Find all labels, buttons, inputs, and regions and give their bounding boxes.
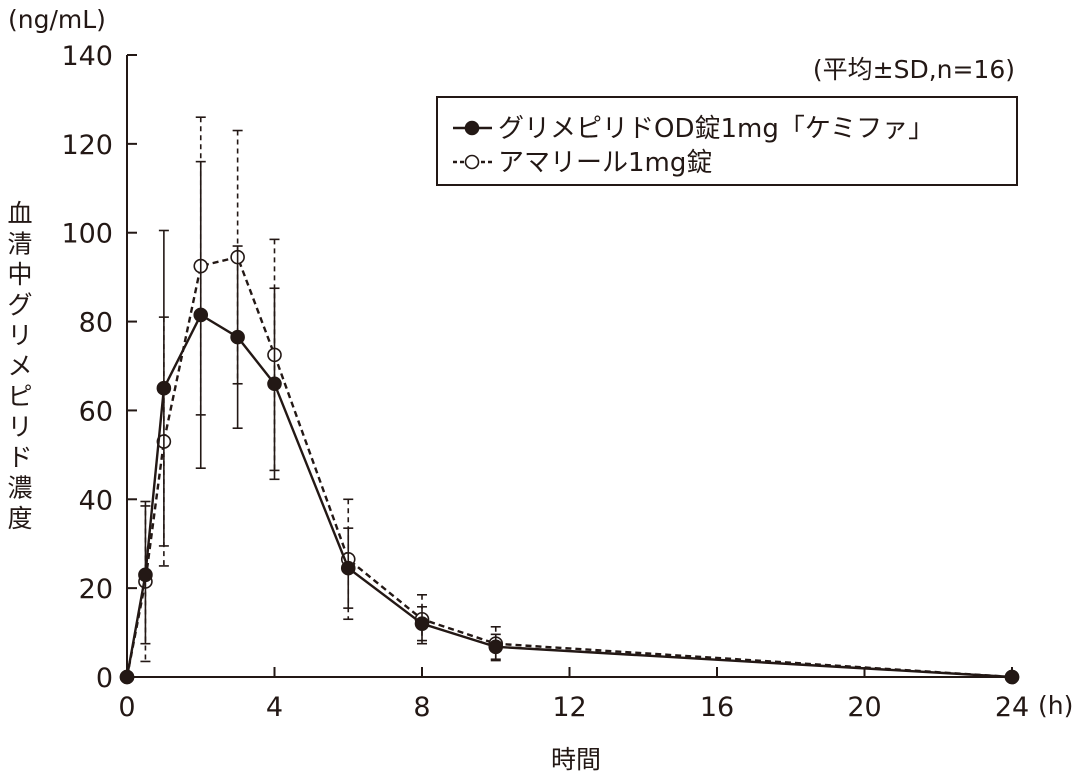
data-point-filled xyxy=(119,669,135,685)
x-axis-title: 時間 xyxy=(551,745,601,774)
y-tick-label: 0 xyxy=(96,663,113,694)
data-point-filled xyxy=(1004,669,1020,685)
series-line xyxy=(125,255,1013,679)
x-tick-label: 0 xyxy=(118,692,135,723)
y-axis-title-char: メ xyxy=(7,352,32,381)
legend-marker-filled xyxy=(464,120,480,136)
data-point-filled xyxy=(156,380,172,396)
data-point-filled xyxy=(193,307,209,323)
y-tick-label: 140 xyxy=(61,41,113,72)
x-tick-label: 20 xyxy=(847,692,881,723)
x-tick-label: 12 xyxy=(552,692,586,723)
y-tick-label: 80 xyxy=(79,308,113,339)
data-point-filled xyxy=(267,376,282,392)
legend-box xyxy=(436,96,1018,186)
y-axis-title-char: リ xyxy=(7,321,32,350)
legend-label: グリメピリドOD錠1mg「ケミファ」 xyxy=(498,114,934,144)
series-1 xyxy=(119,160,1020,685)
axes: 0 20 40 60 80 100 120 140 0 4 8 12 16 20 24 xyxy=(61,41,1029,723)
y-axis-title-char: 血 xyxy=(7,199,32,228)
data-point-filled xyxy=(488,639,504,655)
y-axis-title-char: 中 xyxy=(7,260,32,289)
x-unit-label: (h) xyxy=(1038,691,1073,720)
y-tick-label: 20 xyxy=(79,574,113,605)
y-tick-label: 60 xyxy=(79,396,113,427)
plot-area xyxy=(119,116,1020,685)
x-tick-label: 16 xyxy=(700,692,734,723)
legend-marker-open xyxy=(464,154,480,170)
data-point-filled xyxy=(340,560,356,576)
legend-items: グリメピリドOD錠1mg「ケミファ」アマリール1mg錠 xyxy=(453,114,934,178)
data-point-filled xyxy=(414,616,430,631)
legend: グリメピリドOD錠1mg「ケミファ」アマリール1mg錠 xyxy=(436,96,1018,186)
y-axis-title-char: 濃 xyxy=(7,474,32,503)
y-axis-title-char: 清 xyxy=(7,230,32,259)
y-tick-label: 100 xyxy=(61,219,113,250)
y-axis-title-char: ド xyxy=(7,443,32,472)
x-tick-label: 4 xyxy=(266,692,283,723)
data-point-filled xyxy=(138,567,153,583)
series-line xyxy=(125,313,1013,679)
y-axis-title-char: リ xyxy=(7,413,32,442)
y-axis-title-char: 度 xyxy=(7,504,32,533)
y-unit-label: (ng/mL) xyxy=(8,5,106,34)
y-tick-label: 40 xyxy=(79,485,113,516)
x-tick-label: 24 xyxy=(995,692,1029,723)
x-tick-label: 8 xyxy=(413,692,430,723)
y-axis-title-char: ピ xyxy=(7,382,32,411)
data-point-filled xyxy=(230,329,245,345)
y-tick-label: 120 xyxy=(61,130,113,161)
legend-label: アマリール1mg錠 xyxy=(498,148,712,178)
y-axis-title-char: グ xyxy=(7,291,32,320)
annotation-label: (平均±SD,n=16) xyxy=(813,55,1015,84)
series-2 xyxy=(119,116,1020,685)
